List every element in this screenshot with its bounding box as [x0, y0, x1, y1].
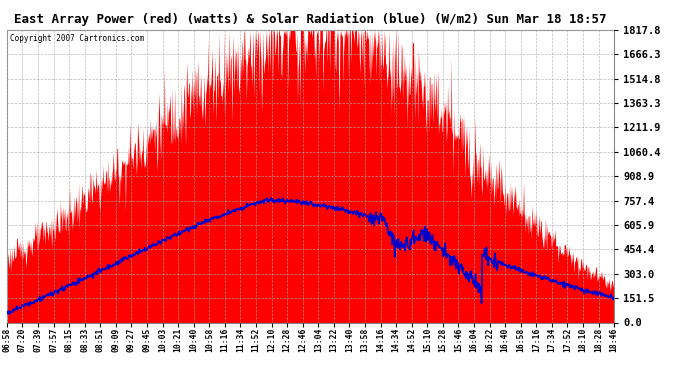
Text: Copyright 2007 Cartronics.com: Copyright 2007 Cartronics.com — [10, 34, 144, 44]
Text: East Array Power (red) (watts) & Solar Radiation (blue) (W/m2) Sun Mar 18 18:57: East Array Power (red) (watts) & Solar R… — [14, 13, 607, 26]
